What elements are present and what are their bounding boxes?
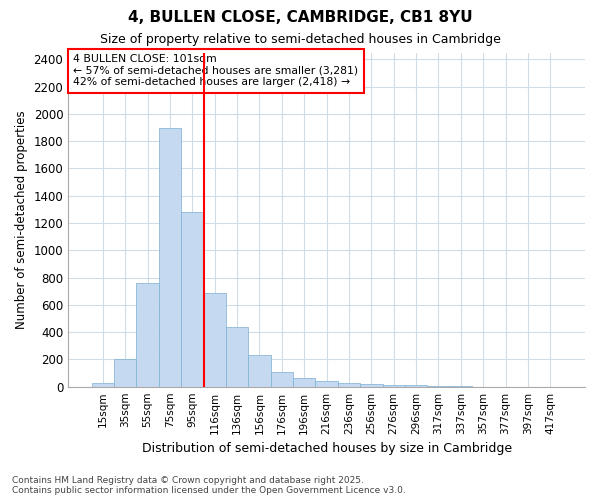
Text: Contains HM Land Registry data © Crown copyright and database right 2025.
Contai: Contains HM Land Registry data © Crown c… bbox=[12, 476, 406, 495]
Text: 4, BULLEN CLOSE, CAMBRIDGE, CB1 8YU: 4, BULLEN CLOSE, CAMBRIDGE, CB1 8YU bbox=[128, 10, 472, 25]
Bar bbox=[226, 328, 248, 386]
X-axis label: Distribution of semi-detached houses by size in Cambridge: Distribution of semi-detached houses by … bbox=[142, 442, 512, 455]
Bar bbox=[405, 385, 427, 386]
Bar bbox=[360, 384, 383, 386]
Bar bbox=[293, 378, 316, 386]
Bar bbox=[181, 212, 203, 386]
Bar bbox=[383, 384, 405, 386]
Bar bbox=[316, 381, 338, 386]
Bar bbox=[136, 283, 159, 387]
Bar bbox=[92, 384, 114, 386]
Bar bbox=[203, 292, 226, 386]
Bar bbox=[114, 360, 136, 386]
Text: 4 BULLEN CLOSE: 101sqm
← 57% of semi-detached houses are smaller (3,281)
42% of : 4 BULLEN CLOSE: 101sqm ← 57% of semi-det… bbox=[73, 54, 358, 88]
Bar bbox=[159, 128, 181, 386]
Text: Size of property relative to semi-detached houses in Cambridge: Size of property relative to semi-detach… bbox=[100, 32, 500, 46]
Bar bbox=[338, 384, 360, 386]
Bar bbox=[271, 372, 293, 386]
Y-axis label: Number of semi-detached properties: Number of semi-detached properties bbox=[15, 110, 28, 329]
Bar bbox=[248, 354, 271, 386]
